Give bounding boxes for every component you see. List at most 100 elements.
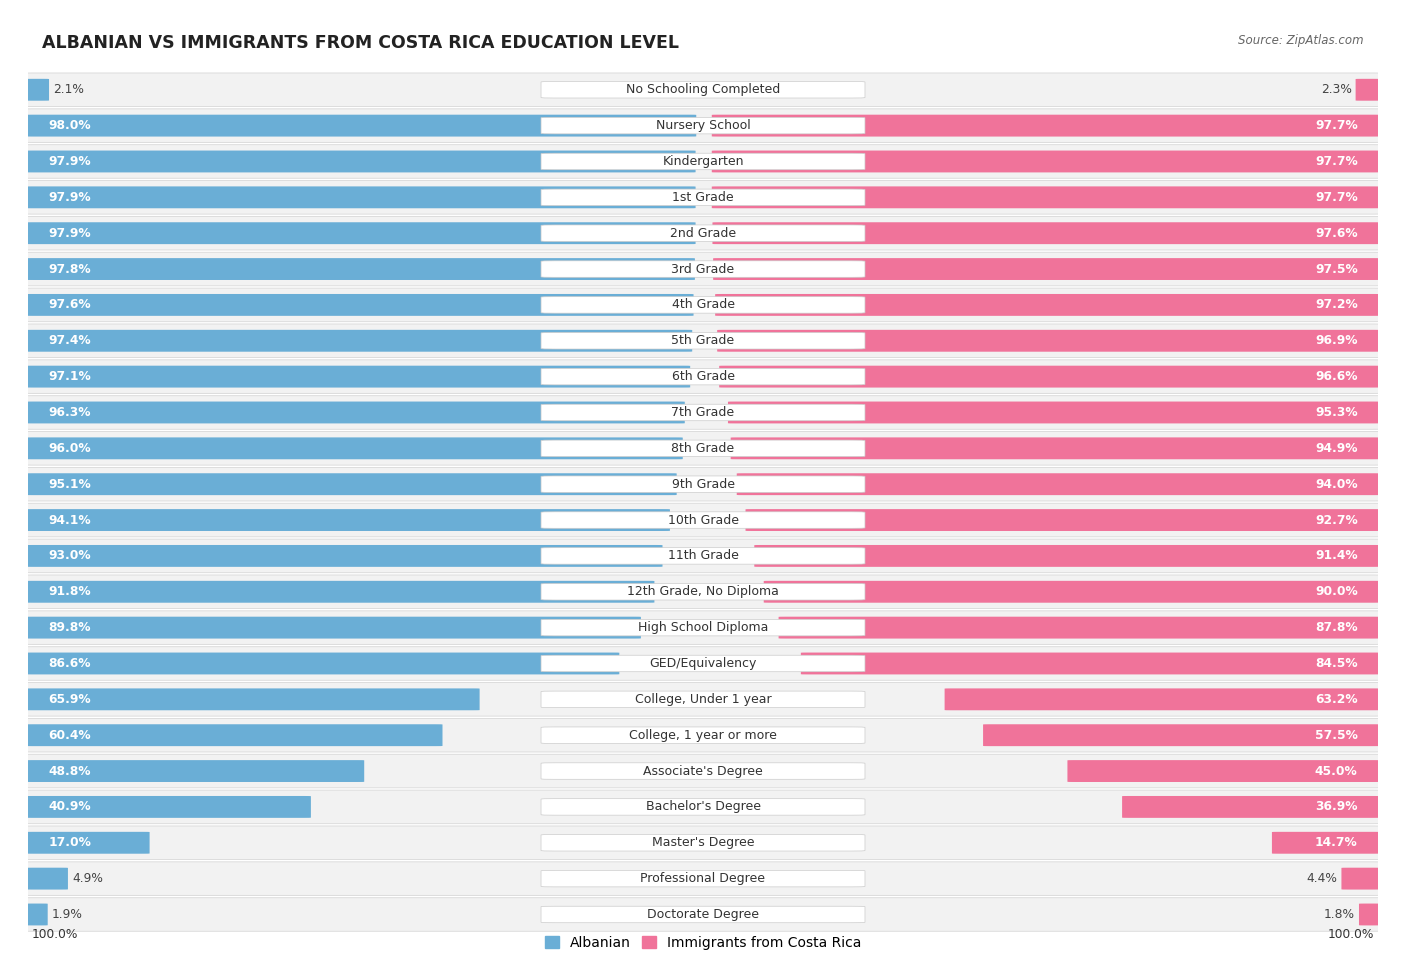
FancyBboxPatch shape xyxy=(21,144,1385,178)
FancyBboxPatch shape xyxy=(801,652,1381,675)
Text: Doctorate Degree: Doctorate Degree xyxy=(647,908,759,921)
Text: 8th Grade: 8th Grade xyxy=(672,442,734,455)
Text: 91.8%: 91.8% xyxy=(48,585,91,599)
Text: 97.9%: 97.9% xyxy=(48,155,91,168)
FancyBboxPatch shape xyxy=(541,296,865,313)
FancyBboxPatch shape xyxy=(541,440,865,456)
Text: 48.8%: 48.8% xyxy=(48,764,91,777)
Text: 89.8%: 89.8% xyxy=(48,621,91,634)
Text: 94.1%: 94.1% xyxy=(48,514,91,526)
FancyBboxPatch shape xyxy=(731,438,1381,459)
FancyBboxPatch shape xyxy=(945,688,1381,710)
Text: 100.0%: 100.0% xyxy=(1327,927,1374,941)
FancyBboxPatch shape xyxy=(541,762,865,779)
FancyBboxPatch shape xyxy=(25,724,443,746)
Text: 92.7%: 92.7% xyxy=(1315,514,1358,526)
Text: 36.9%: 36.9% xyxy=(1315,800,1358,813)
FancyBboxPatch shape xyxy=(754,545,1381,566)
FancyBboxPatch shape xyxy=(21,719,1385,752)
FancyBboxPatch shape xyxy=(541,189,865,206)
FancyBboxPatch shape xyxy=(541,655,865,672)
FancyBboxPatch shape xyxy=(21,862,1385,895)
FancyBboxPatch shape xyxy=(745,509,1381,531)
FancyBboxPatch shape xyxy=(21,180,1385,214)
FancyBboxPatch shape xyxy=(21,73,1385,106)
FancyBboxPatch shape xyxy=(541,906,865,922)
FancyBboxPatch shape xyxy=(25,688,479,710)
FancyBboxPatch shape xyxy=(1355,79,1381,100)
Text: 97.5%: 97.5% xyxy=(1315,262,1358,276)
Text: 9th Grade: 9th Grade xyxy=(672,478,734,490)
Text: Nursery School: Nursery School xyxy=(655,119,751,133)
Text: 96.9%: 96.9% xyxy=(1315,334,1358,347)
Text: College, Under 1 year: College, Under 1 year xyxy=(634,693,772,706)
Text: 98.0%: 98.0% xyxy=(48,119,91,133)
FancyBboxPatch shape xyxy=(21,289,1385,322)
Text: 65.9%: 65.9% xyxy=(48,693,91,706)
FancyBboxPatch shape xyxy=(21,432,1385,465)
FancyBboxPatch shape xyxy=(25,294,693,316)
FancyBboxPatch shape xyxy=(25,581,654,603)
FancyBboxPatch shape xyxy=(541,871,865,887)
FancyBboxPatch shape xyxy=(21,253,1385,286)
FancyBboxPatch shape xyxy=(541,260,865,277)
Text: 87.8%: 87.8% xyxy=(1315,621,1358,634)
Text: 57.5%: 57.5% xyxy=(1315,728,1358,742)
Text: 97.4%: 97.4% xyxy=(48,334,91,347)
FancyBboxPatch shape xyxy=(25,438,683,459)
FancyBboxPatch shape xyxy=(25,868,67,889)
Text: Professional Degree: Professional Degree xyxy=(641,872,765,885)
FancyBboxPatch shape xyxy=(21,682,1385,716)
Text: 1st Grade: 1st Grade xyxy=(672,191,734,204)
FancyBboxPatch shape xyxy=(25,652,619,675)
Text: 94.9%: 94.9% xyxy=(1315,442,1358,455)
Text: 97.1%: 97.1% xyxy=(48,370,91,383)
FancyBboxPatch shape xyxy=(541,332,865,349)
Text: 5th Grade: 5th Grade xyxy=(672,334,734,347)
FancyBboxPatch shape xyxy=(541,225,865,242)
Text: 45.0%: 45.0% xyxy=(1315,764,1358,777)
Text: 2.3%: 2.3% xyxy=(1320,83,1351,97)
Legend: Albanian, Immigrants from Costa Rica: Albanian, Immigrants from Costa Rica xyxy=(544,936,862,950)
FancyBboxPatch shape xyxy=(21,646,1385,681)
FancyBboxPatch shape xyxy=(25,473,676,495)
Text: 60.4%: 60.4% xyxy=(48,728,91,742)
FancyBboxPatch shape xyxy=(25,904,48,925)
FancyBboxPatch shape xyxy=(737,473,1381,495)
FancyBboxPatch shape xyxy=(1067,760,1381,782)
FancyBboxPatch shape xyxy=(541,583,865,600)
FancyBboxPatch shape xyxy=(541,512,865,528)
Text: 17.0%: 17.0% xyxy=(48,837,91,849)
FancyBboxPatch shape xyxy=(720,366,1381,387)
Text: 86.6%: 86.6% xyxy=(48,657,91,670)
Text: 84.5%: 84.5% xyxy=(1315,657,1358,670)
FancyBboxPatch shape xyxy=(541,405,865,421)
FancyBboxPatch shape xyxy=(716,294,1381,316)
FancyBboxPatch shape xyxy=(21,503,1385,537)
Text: Bachelor's Degree: Bachelor's Degree xyxy=(645,800,761,813)
FancyBboxPatch shape xyxy=(21,611,1385,644)
Text: 97.7%: 97.7% xyxy=(1315,155,1358,168)
FancyBboxPatch shape xyxy=(541,117,865,134)
FancyBboxPatch shape xyxy=(541,476,865,492)
Text: 97.6%: 97.6% xyxy=(48,298,91,311)
FancyBboxPatch shape xyxy=(25,330,692,352)
Text: 6th Grade: 6th Grade xyxy=(672,370,734,383)
Text: Associate's Degree: Associate's Degree xyxy=(643,764,763,777)
Text: Kindergarten: Kindergarten xyxy=(662,155,744,168)
FancyBboxPatch shape xyxy=(541,835,865,851)
FancyBboxPatch shape xyxy=(763,581,1381,603)
FancyBboxPatch shape xyxy=(717,330,1381,352)
Text: 90.0%: 90.0% xyxy=(1315,585,1358,599)
FancyBboxPatch shape xyxy=(1360,904,1381,925)
Text: 4.4%: 4.4% xyxy=(1306,872,1337,885)
FancyBboxPatch shape xyxy=(25,832,149,854)
FancyBboxPatch shape xyxy=(25,366,690,387)
Text: 1.9%: 1.9% xyxy=(52,908,83,921)
Text: 91.4%: 91.4% xyxy=(1315,549,1358,563)
FancyBboxPatch shape xyxy=(541,619,865,636)
Text: 2.1%: 2.1% xyxy=(53,83,84,97)
FancyBboxPatch shape xyxy=(21,360,1385,393)
Text: 96.6%: 96.6% xyxy=(1315,370,1358,383)
Text: 93.0%: 93.0% xyxy=(48,549,91,563)
